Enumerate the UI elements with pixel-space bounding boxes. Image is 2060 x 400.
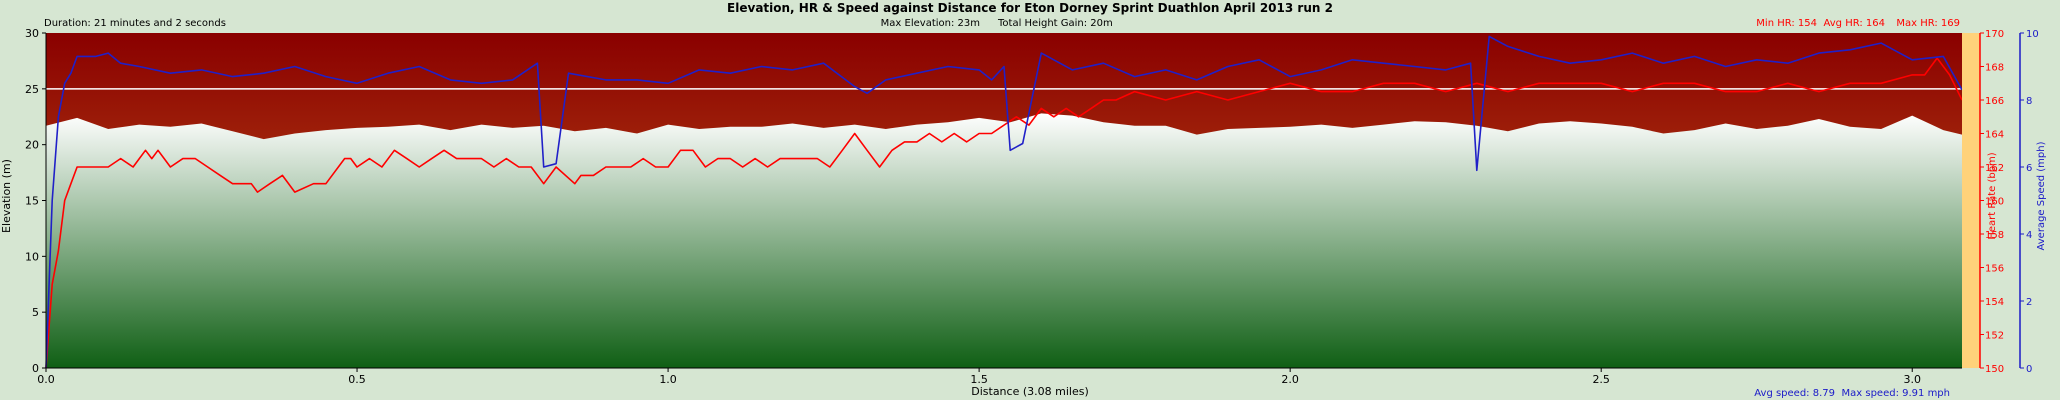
speed-tick-label: 8 [2026, 96, 2032, 107]
hr-min-text: Min HR: 154 [1756, 18, 1817, 29]
heart-rate-tick-label: 156 [1985, 264, 2004, 275]
heart-rate-tick-label: 170 [1985, 29, 2004, 40]
distance-axis-label: Distance (3.08 miles) [971, 385, 1089, 398]
heart-rate-axis-label: Heart Rate (bpm) [1987, 152, 1998, 239]
speed-layer [45, 35, 1963, 369]
distance-tick-label: 1.5 [970, 373, 988, 386]
elevation-tick-label: 25 [25, 83, 39, 96]
heart-rate-tick-label: 154 [1985, 297, 2004, 308]
total-height-gain-text: Total Height Gain: 20m [997, 18, 1113, 29]
elevation-tick-label: 10 [25, 250, 39, 263]
heart-rate-tick-label: 158 [1985, 230, 2004, 241]
elevation-tick-label: 15 [25, 195, 39, 208]
elevation-tick-label: 30 [25, 27, 39, 40]
heart-rate-tick-label: 152 [1985, 331, 2004, 342]
elevation-tick-label: 20 [25, 139, 39, 152]
speed-tick-label: 6 [2026, 163, 2032, 174]
distance-tick-label: 0.0 [37, 373, 55, 386]
heart-rate-tick-label: 162 [1985, 163, 2004, 174]
elevation-axis: 0 5 10 15 20 25 30 [25, 27, 47, 375]
elevation-tick-label: 0 [32, 362, 39, 375]
elevation-axis-label: Elevation (m) [0, 159, 13, 233]
speed-line [45, 35, 1963, 369]
max-speed-text: Max speed: 9.91 mph [1842, 388, 1950, 399]
heart-rate-tick-label: 160 [1985, 197, 2004, 208]
distance-tick-label: 1.0 [659, 373, 677, 386]
speed-axis-label: Average Speed (mph) [2036, 141, 2047, 250]
heart-rate-line [45, 57, 1963, 369]
distance-tick-label: 2.5 [1592, 373, 1610, 386]
elevation-layer [46, 113, 1962, 369]
heart-rate-axis: 150 152 154 156 158 160 162 164 166 168 170 [1962, 29, 2004, 375]
heart-rate-tick-label: 166 [1985, 96, 2004, 107]
speed-tick-label: 0 [2026, 364, 2032, 375]
speed-tick-label: 4 [2026, 230, 2032, 241]
heart-rate-axis-strip [1962, 33, 1980, 368]
heart-rate-tick-label: 164 [1985, 130, 2004, 141]
hr-max-text: Max HR: 169 [1896, 18, 1960, 29]
hr-avg-text: Avg HR: 164 [1824, 18, 1886, 29]
distance-tick-label: 3.0 [1903, 373, 1921, 386]
duration-text: Duration: 21 minutes and 2 seconds [44, 18, 226, 29]
distance-tick-label: 0.5 [348, 373, 366, 386]
distance-axis: 0.0 0.5 1.0 1.5 2.0 2.5 3.0 [37, 367, 1962, 386]
speed-tick-label: 10 [2026, 29, 2039, 40]
heart-rate-tick-label: 168 [1985, 63, 2004, 74]
heart-rate-tick-label: 150 [1985, 364, 2004, 375]
distance-tick-label: 2.0 [1281, 373, 1299, 386]
heart-rate-layer [45, 57, 1963, 369]
elevation-tick-label: 5 [32, 306, 39, 319]
chart-title: Elevation, HR & Speed against Distance f… [727, 1, 1333, 15]
max-elevation-text: Max Elevation: 23m [881, 18, 980, 29]
avg-speed-text: Avg speed: 8.79 [1754, 388, 1835, 399]
speed-axis: 0 2 4 6 8 10 [2019, 29, 2039, 375]
speed-tick-label: 2 [2026, 297, 2032, 308]
elevation-area [46, 113, 1962, 369]
